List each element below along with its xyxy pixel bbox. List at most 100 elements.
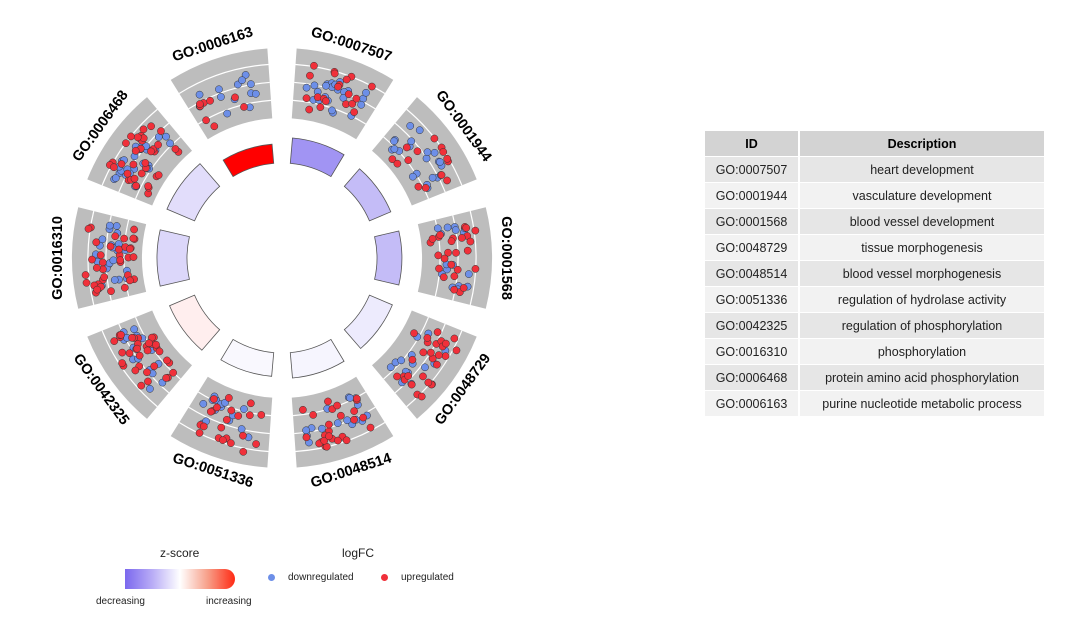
table-cell-description: tissue morphogenesis (798, 234, 1044, 261)
upregulated-point (133, 344, 142, 353)
upregulated-point (227, 439, 235, 447)
upregulated-point (92, 264, 101, 272)
downregulated-point (433, 224, 442, 233)
downregulated-point (199, 399, 208, 408)
downregulated-point (215, 85, 223, 94)
downregulated-point (443, 223, 452, 232)
upregulated-point (199, 422, 208, 431)
upregulated-point (453, 265, 462, 274)
upregulated-point (222, 415, 231, 424)
upregulated-point (443, 154, 452, 163)
upregulated-point (126, 245, 134, 253)
upregulated-point (240, 103, 248, 111)
upregulated-point (333, 401, 341, 410)
upregulated-point (96, 251, 105, 259)
guide-ring (383, 136, 430, 200)
upregulated-point (129, 234, 138, 243)
upregulated-point (439, 148, 448, 156)
zscore-bar (289, 338, 345, 379)
upregulated-label: upregulated (401, 572, 454, 583)
go-sector-go-0016310 (72, 207, 190, 309)
upregulated-dot-icon (381, 574, 388, 581)
zscore-bar (343, 294, 393, 350)
zscore-bar (343, 168, 392, 222)
upregulated-point (206, 96, 214, 105)
upregulated-point (122, 139, 130, 148)
downregulated-point (421, 363, 429, 372)
upregulated-point (444, 248, 452, 257)
upregulated-point (388, 155, 397, 164)
upregulated-point (118, 348, 127, 357)
upregulated-point (450, 285, 459, 294)
upregulated-point (459, 284, 468, 292)
upregulated-point (128, 333, 136, 342)
upregulated-point (81, 271, 90, 279)
upregulated-point (366, 423, 375, 432)
table-row: GO:0006163 purine nucleotide metabolic pr… (705, 390, 1044, 417)
upregulated-point (154, 140, 162, 149)
guide-ring (295, 63, 386, 94)
upregulated-point (202, 116, 210, 125)
upregulated-point (471, 265, 480, 273)
upregulated-point (110, 163, 118, 172)
downregulated-point (105, 221, 114, 230)
downregulated-point (328, 106, 336, 115)
go-sector-go-0048514 (289, 338, 394, 468)
upregulated-point (306, 71, 314, 80)
upregulated-point (82, 278, 91, 287)
upregulated-point (107, 287, 115, 296)
upregulated-point (147, 147, 155, 156)
upregulated-point (433, 328, 442, 336)
table-row: GO:0048514 blood vessel morphogenesis (705, 260, 1044, 287)
upregulated-point (157, 127, 165, 135)
go-sector-go-0001568 (374, 207, 493, 309)
upregulated-point (137, 381, 146, 390)
upregulated-point (462, 224, 471, 232)
upregulated-point (447, 260, 456, 269)
upregulated-point (302, 433, 311, 442)
zscore-bar (222, 143, 275, 178)
upregulated-point (437, 171, 446, 179)
upregulated-point (245, 411, 254, 420)
upregulated-point (155, 347, 164, 356)
zscore-bar (169, 294, 221, 351)
downregulated-point (436, 158, 444, 166)
upregulated-point (152, 340, 160, 349)
downregulated-point (318, 424, 326, 433)
upregulated-point (421, 184, 430, 192)
downregulated-point (406, 122, 415, 130)
guide-ring (118, 122, 170, 193)
table-cell-id: GO:0051336 (705, 286, 799, 313)
guide-ring (406, 330, 463, 408)
upregulated-point (210, 395, 218, 403)
upregulated-point (118, 359, 126, 367)
upregulated-point (352, 94, 361, 103)
upregulated-point (325, 420, 333, 429)
upregulated-point (144, 377, 152, 386)
upregulated-point (213, 403, 221, 412)
upregulated-point (126, 276, 134, 285)
upregulated-point (350, 415, 358, 424)
downregulated-point (451, 226, 460, 234)
downregulated-point (240, 405, 248, 413)
downregulated-point (238, 76, 246, 85)
table-row: GO:0048729 tissue morphogenesis (705, 234, 1044, 261)
upregulated-point (407, 380, 416, 389)
downregulated-point (390, 137, 398, 146)
upregulated-point (404, 372, 413, 380)
upregulated-point (342, 436, 351, 445)
upregulated-point (139, 125, 148, 134)
upregulated-point (466, 237, 475, 246)
upregulated-point (257, 411, 266, 419)
zscore-high-label: increasing (206, 596, 252, 607)
upregulated-point (247, 399, 255, 408)
upregulated-point (404, 156, 413, 165)
upregulated-point (434, 251, 443, 260)
upregulated-point (440, 254, 449, 263)
downregulated-point (357, 100, 366, 109)
table-cell-id: GO:0001568 (705, 208, 799, 235)
table-row: GO:0001944 vasculature development (705, 182, 1044, 209)
upregulated-point (84, 224, 93, 233)
upregulated-point (309, 411, 317, 419)
downregulated-point (322, 81, 330, 90)
